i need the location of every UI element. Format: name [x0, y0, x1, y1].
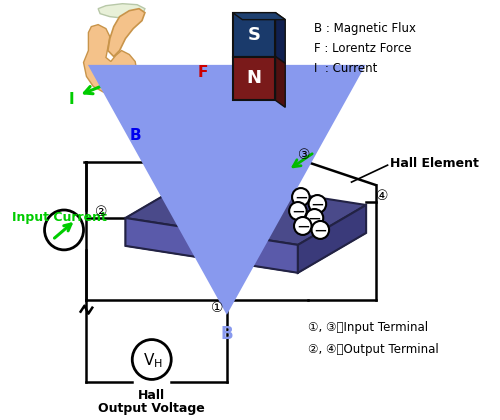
Polygon shape — [276, 57, 285, 108]
Text: H: H — [154, 360, 162, 370]
Circle shape — [292, 188, 310, 206]
Circle shape — [312, 221, 329, 239]
Text: F : Lorentz Force: F : Lorentz Force — [314, 42, 412, 55]
Polygon shape — [126, 206, 366, 273]
Text: B: B — [130, 128, 141, 143]
Text: ①, ③：Input Terminal: ①, ③：Input Terminal — [308, 321, 428, 334]
Text: B : Magnetic Flux: B : Magnetic Flux — [314, 22, 416, 35]
Circle shape — [289, 202, 306, 220]
Text: −: − — [291, 203, 305, 221]
Text: ④: ④ — [376, 189, 389, 203]
Text: −: − — [310, 196, 324, 214]
Circle shape — [308, 195, 326, 213]
Polygon shape — [276, 13, 285, 63]
Text: ③: ③ — [298, 148, 311, 162]
Polygon shape — [232, 13, 285, 20]
Text: Output Voltage: Output Voltage — [98, 402, 205, 415]
Polygon shape — [126, 178, 366, 245]
Text: S: S — [248, 26, 260, 44]
Text: −: − — [308, 210, 322, 228]
Text: F: F — [198, 65, 208, 80]
Text: ②: ② — [95, 205, 108, 219]
Text: B: B — [220, 325, 233, 343]
Polygon shape — [126, 178, 194, 246]
Text: Hall Element: Hall Element — [390, 157, 480, 170]
Text: V: V — [144, 353, 154, 368]
Polygon shape — [126, 218, 298, 273]
Circle shape — [132, 340, 171, 379]
Text: −: − — [314, 222, 328, 240]
Circle shape — [44, 210, 84, 250]
Text: −: − — [294, 189, 308, 207]
Bar — [204, 132, 226, 180]
Text: Input Current: Input Current — [12, 212, 108, 224]
Text: ②, ④：Output Terminal: ②, ④：Output Terminal — [308, 343, 438, 356]
Polygon shape — [108, 9, 145, 57]
Text: I  : Current: I : Current — [314, 62, 378, 75]
Text: −: − — [296, 218, 310, 236]
Text: N: N — [246, 69, 262, 87]
Polygon shape — [298, 205, 366, 273]
Text: ①: ① — [211, 301, 224, 315]
Circle shape — [306, 209, 323, 227]
Bar — [232, 57, 276, 100]
Text: Hall: Hall — [138, 389, 166, 402]
Polygon shape — [98, 4, 145, 18]
Bar — [232, 13, 276, 57]
Polygon shape — [84, 25, 137, 93]
Text: I: I — [69, 92, 74, 107]
Circle shape — [294, 217, 312, 235]
